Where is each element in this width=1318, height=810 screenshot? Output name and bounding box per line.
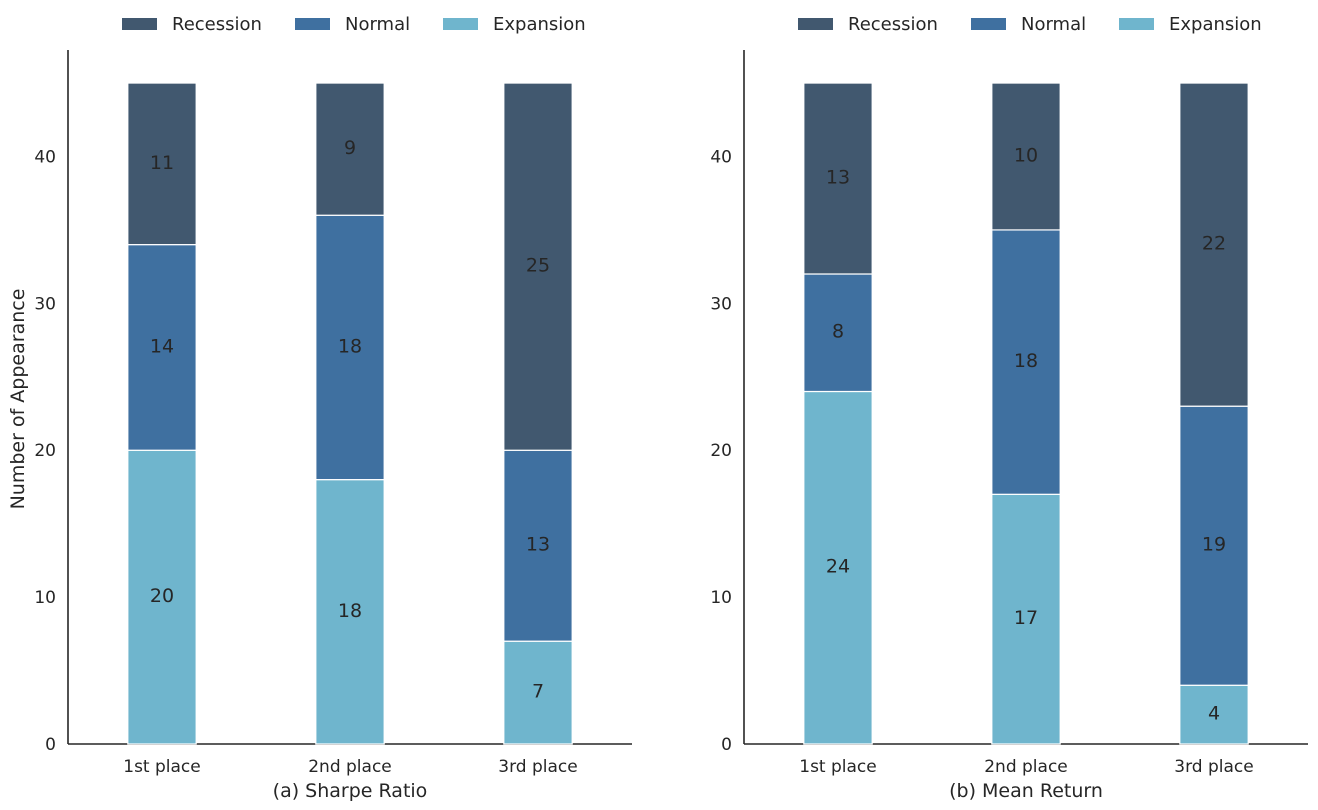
legend-swatch-expansion xyxy=(1119,18,1154,30)
bar-normal-3rd-place xyxy=(1179,405,1249,686)
x-tick-label: 1st place xyxy=(799,757,876,777)
legend-label-normal: Normal xyxy=(1021,14,1086,35)
data-label: 14 xyxy=(150,335,174,357)
y-tick-label: 10 xyxy=(34,588,56,608)
x-tick-label: 2nd place xyxy=(984,757,1068,777)
legend-label-normal: Normal xyxy=(345,14,410,35)
bar-recession-1st-place xyxy=(803,82,873,275)
bar-expansion-1st-place xyxy=(127,449,197,745)
bar-normal-1st-place xyxy=(803,273,873,393)
y-tick-label: 30 xyxy=(710,294,732,314)
bar-normal-2nd-place xyxy=(315,214,385,481)
legend-swatch-normal xyxy=(971,18,1006,30)
data-label: 17 xyxy=(1014,607,1038,629)
data-label: 24 xyxy=(826,556,850,578)
data-label: 13 xyxy=(526,534,550,556)
legend-label-expansion: Expansion xyxy=(493,14,586,35)
legend-swatch-recession xyxy=(122,18,157,30)
bar-expansion-3rd-place xyxy=(503,640,573,745)
x-axis-title: (a) Sharpe Ratio xyxy=(273,780,428,802)
data-label: 18 xyxy=(338,600,362,622)
bar-recession-2nd-place xyxy=(315,82,385,216)
y-tick-label: 20 xyxy=(34,441,56,461)
y-tick-label: 0 xyxy=(721,735,732,755)
data-label: 18 xyxy=(1014,350,1038,372)
data-label: 4 xyxy=(1208,703,1220,725)
data-label: 13 xyxy=(826,167,850,189)
bar-expansion-3rd-place xyxy=(1179,684,1249,745)
data-label: 20 xyxy=(150,585,174,607)
legend: Recession Normal Expansion xyxy=(798,14,1262,35)
x-tick-label: 1st place xyxy=(123,757,200,777)
legend-swatch-expansion xyxy=(443,18,478,30)
chart-panel-a: 0 10 20 30 40 20 14 11 1st place 18 18 9 2nd place 7 1… xyxy=(34,14,632,802)
y-tick-label: 0 xyxy=(45,735,56,755)
data-label: 7 xyxy=(532,681,544,703)
legend: Recession Normal Expansion xyxy=(122,14,586,35)
bar-expansion-2nd-place xyxy=(315,479,385,745)
data-label: 18 xyxy=(338,335,362,357)
legend-swatch-normal xyxy=(295,18,330,30)
data-label: 8 xyxy=(832,321,844,343)
legend-label-recession: Recession xyxy=(172,14,262,35)
chart-panel-b: 0 10 20 30 40 24 8 13 1st place 17 18 10 2nd place 4 1… xyxy=(710,14,1308,802)
legend-swatch-recession xyxy=(798,18,833,30)
bar-recession-1st-place xyxy=(127,82,197,246)
y-tick-label: 20 xyxy=(710,441,732,461)
data-label: 25 xyxy=(526,255,550,277)
bar-recession-3rd-place xyxy=(503,82,573,451)
data-label: 11 xyxy=(150,152,174,174)
bar-expansion-2nd-place xyxy=(991,493,1061,745)
bar-normal-3rd-place xyxy=(503,449,573,642)
y-tick-label: 40 xyxy=(34,147,56,167)
data-label: 19 xyxy=(1202,534,1226,556)
bar-normal-2nd-place xyxy=(991,229,1061,495)
y-axis-title: Number of Appearance xyxy=(7,289,29,510)
y-tick-label: 40 xyxy=(710,147,732,167)
x-tick-label: 2nd place xyxy=(308,757,392,777)
legend-label-expansion: Expansion xyxy=(1169,14,1262,35)
data-label: 22 xyxy=(1202,233,1226,255)
data-label: 10 xyxy=(1014,144,1038,166)
y-tick-label: 10 xyxy=(710,588,732,608)
x-tick-label: 3rd place xyxy=(498,757,577,777)
x-axis-title: (b) Mean Return xyxy=(949,780,1103,802)
x-tick-label: 3rd place xyxy=(1174,757,1253,777)
y-tick-label: 30 xyxy=(34,294,56,314)
data-label: 9 xyxy=(344,137,356,159)
legend-label-recession: Recession xyxy=(848,14,938,35)
bar-recession-3rd-place xyxy=(1179,82,1249,407)
bar-recession-2nd-place xyxy=(991,82,1061,231)
